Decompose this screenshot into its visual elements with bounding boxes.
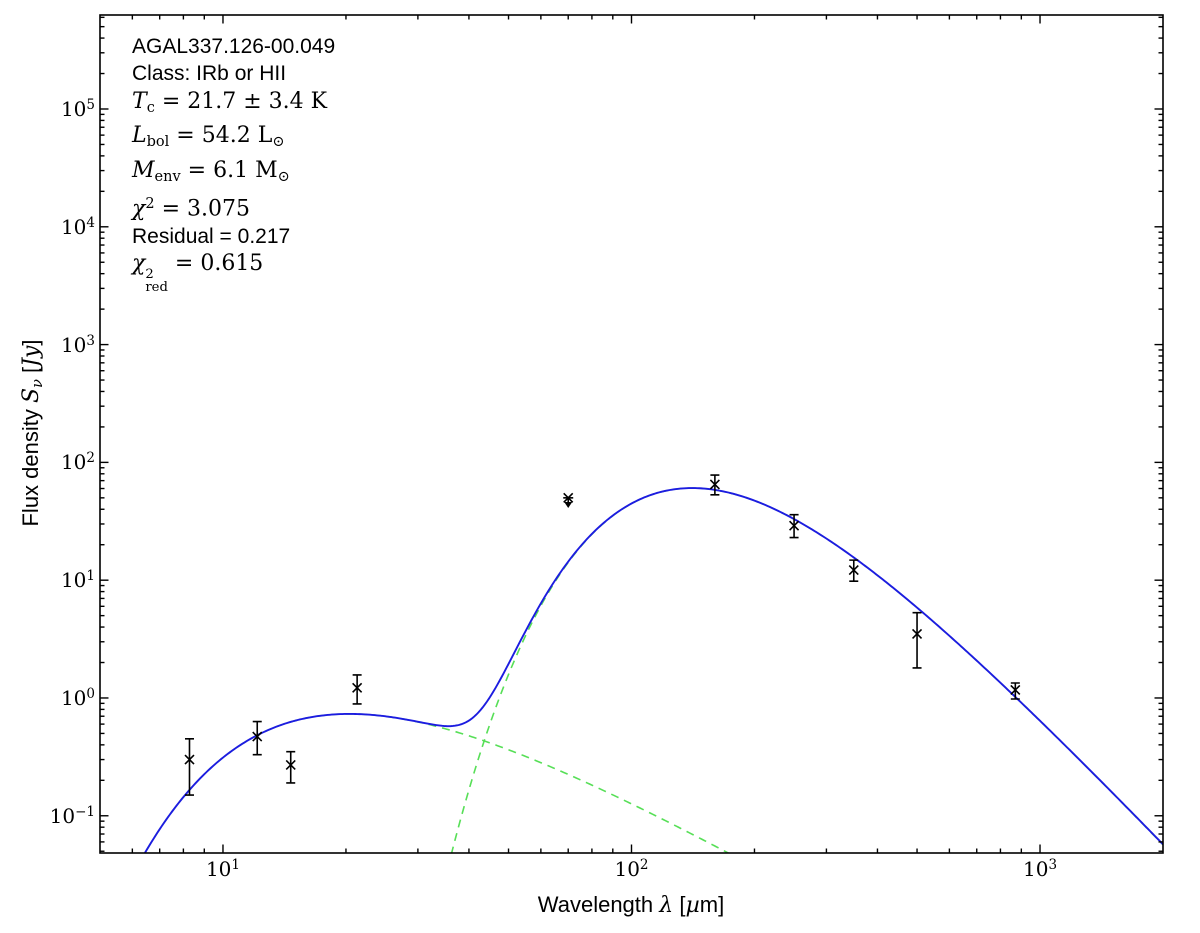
data-point-500um — [911, 611, 923, 669]
x-marker — [709, 479, 720, 490]
sun-symbol: ⊙ — [277, 168, 290, 185]
mu-symbol: µ — [685, 893, 700, 918]
hot-component-curve — [143, 713, 730, 853]
tc-symbol: T — [132, 88, 147, 114]
menv-subscript: env — [154, 168, 181, 185]
x-unit-open-bracket: [ — [673, 892, 686, 917]
chi2-line: χ2 = 3.075 — [132, 191, 335, 223]
tc-subscript: c — [146, 99, 155, 116]
lbol-value: = 54.2 L — [169, 123, 273, 149]
y-unit-close-bracket: ] — [17, 339, 43, 346]
data-point-350um — [848, 559, 859, 583]
chi2red-line: χ 2 red = 0.615 — [132, 250, 335, 295]
y-tick-label: 100 — [60, 685, 95, 710]
lbol-subscript: bol — [146, 134, 170, 151]
y-tick-label: 101 — [60, 568, 95, 593]
data-point-12.13um — [252, 720, 263, 756]
data-point-21.3um — [352, 674, 363, 705]
x-tick-label: 103 — [1022, 857, 1058, 881]
data-point-250um — [789, 513, 800, 539]
flux-symbol: S — [18, 387, 44, 404]
y-tick-label: 105 — [60, 96, 95, 121]
data-point-70um — [563, 492, 574, 508]
chi2red-value: = 0.615 — [167, 251, 264, 277]
error-bar-caps — [1010, 682, 1020, 700]
x-marker — [184, 754, 195, 765]
y-axis-label-text: Flux density — [17, 403, 43, 527]
x-marker — [563, 492, 574, 503]
y-tick-label: 102 — [60, 450, 95, 475]
x-marker — [285, 759, 296, 771]
y-axis-label: Flux density Sν [Jy] — [18, 339, 46, 526]
y-unit-open-bracket: [ — [17, 366, 43, 380]
x-marker — [848, 564, 859, 576]
menv-value: = 6.1 M — [180, 157, 278, 183]
x-axis-label: Wavelength λ [µm] — [538, 892, 724, 918]
x-marker — [252, 731, 263, 742]
sun-symbol: ⊙ — [272, 134, 285, 151]
y-tick-label: 10−1 — [49, 803, 95, 828]
lambda-symbol: λ — [659, 893, 674, 918]
chi2red-superscript: 2 — [145, 266, 154, 282]
data-point-870um — [1010, 682, 1021, 700]
y-tick-label: 104 — [60, 214, 95, 239]
menv-symbol: M — [132, 157, 155, 183]
x-unit-close-bracket: ] — [718, 892, 725, 917]
error-bar-caps — [912, 611, 922, 669]
error-bar-caps — [184, 738, 194, 796]
x-tick-label: 102 — [614, 857, 649, 881]
data-point-160um — [709, 474, 720, 496]
chi2red-supsub: 2 red — [145, 266, 168, 296]
x-marker — [911, 628, 923, 639]
plot-border — [99, 14, 1164, 854]
cold-component-curve — [450, 487, 1163, 853]
x-marker — [1010, 684, 1021, 696]
chi2-superscript: 2 — [145, 196, 155, 213]
chi2red-subscript: red — [145, 280, 168, 296]
lbol-symbol: L — [132, 123, 147, 149]
x-tick-label: 101 — [205, 857, 240, 881]
temperature-line: Tc = 21.7 ± 3.4 K — [132, 88, 335, 122]
mass-line: Menv = 6.1 M⊙ — [132, 157, 335, 191]
error-bar-caps — [789, 513, 799, 539]
x-axis-label-text: Wavelength — [537, 892, 660, 917]
chi-symbol: χ — [132, 196, 146, 222]
error-bar-caps — [352, 674, 362, 705]
fit-annotation: AGAL337.126-00.049 Class: IRb or HII Tc … — [132, 33, 335, 295]
model-total-curve — [143, 487, 1163, 853]
y-unit-jy: Jy — [18, 345, 44, 367]
chi2-value: = 3.075 — [154, 196, 250, 222]
tc-value: = 21.7 ± 3.4 K — [154, 88, 328, 114]
upper-limit-arrowhead — [564, 501, 573, 508]
error-bar-caps — [849, 559, 859, 583]
y-tick-label: 103 — [60, 332, 95, 357]
x-marker — [789, 520, 800, 531]
x-unit-m: m — [699, 892, 719, 917]
source-name: AGAL337.126-00.049 — [132, 35, 336, 58]
residual-line: Residual = 0.217 — [132, 224, 291, 248]
source-class: Class: IRb or HII — [132, 62, 287, 86]
chi-symbol: χ — [132, 251, 146, 277]
data-point-14.65um — [285, 750, 296, 784]
x-marker — [352, 682, 363, 693]
error-bar-caps — [286, 750, 296, 784]
nu-subscript: ν — [30, 379, 47, 388]
error-bar-caps — [710, 474, 720, 496]
data-point-8.28um — [184, 738, 195, 796]
luminosity-line: Lbol = 54.2 L⊙ — [132, 122, 335, 156]
error-bar-caps — [252, 720, 262, 756]
